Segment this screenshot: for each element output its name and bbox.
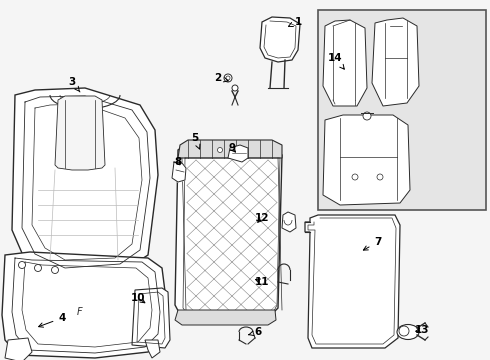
- Circle shape: [19, 261, 25, 269]
- Circle shape: [218, 148, 222, 153]
- Circle shape: [363, 112, 371, 120]
- Circle shape: [51, 266, 58, 274]
- Text: 5: 5: [192, 133, 200, 149]
- Circle shape: [232, 85, 238, 91]
- Polygon shape: [175, 145, 282, 318]
- Polygon shape: [132, 288, 170, 348]
- Text: 9: 9: [228, 143, 236, 153]
- Circle shape: [399, 326, 409, 336]
- Text: 4: 4: [39, 313, 66, 327]
- Text: F: F: [77, 307, 83, 317]
- Circle shape: [224, 74, 232, 82]
- Text: 7: 7: [364, 237, 382, 250]
- Text: 3: 3: [69, 77, 80, 92]
- Text: 12: 12: [255, 213, 269, 223]
- Ellipse shape: [397, 324, 419, 339]
- Circle shape: [232, 148, 238, 153]
- Polygon shape: [305, 215, 400, 348]
- Text: 2: 2: [215, 73, 228, 83]
- Polygon shape: [282, 212, 296, 232]
- Polygon shape: [372, 18, 419, 106]
- Polygon shape: [178, 140, 282, 158]
- Text: 11: 11: [255, 277, 269, 287]
- Polygon shape: [323, 115, 410, 205]
- Text: 14: 14: [328, 53, 344, 69]
- Polygon shape: [2, 252, 168, 358]
- Text: 10: 10: [131, 293, 145, 303]
- Text: 13: 13: [415, 325, 429, 335]
- Polygon shape: [172, 162, 186, 182]
- Polygon shape: [145, 340, 160, 358]
- Text: 6: 6: [249, 327, 262, 337]
- Text: 8: 8: [174, 157, 182, 167]
- Polygon shape: [228, 145, 248, 162]
- Bar: [318, 10, 486, 210]
- Polygon shape: [175, 310, 276, 325]
- Polygon shape: [55, 96, 105, 170]
- Polygon shape: [260, 17, 300, 62]
- Polygon shape: [323, 20, 367, 106]
- Circle shape: [34, 265, 42, 271]
- Polygon shape: [12, 88, 158, 275]
- Text: 1: 1: [289, 17, 302, 27]
- Polygon shape: [5, 338, 32, 360]
